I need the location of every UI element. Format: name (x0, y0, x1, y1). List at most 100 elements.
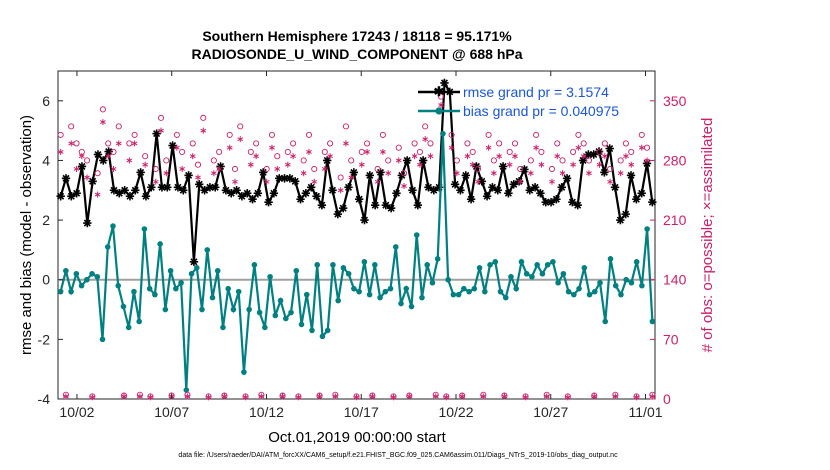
obs-assimilated-point (454, 170, 460, 177)
obs-assimilated-point (121, 393, 127, 400)
bias-point (576, 285, 582, 292)
rmse-point (408, 186, 417, 195)
obs-assimilated-point (353, 394, 360, 401)
bias-point (529, 273, 535, 280)
obs-assimilated-point (306, 148, 312, 155)
obs-assimilated-stroke (475, 179, 481, 184)
rmse-point (322, 156, 332, 165)
obs-assimilated-stroke (332, 394, 339, 399)
obs-assimilated-point (258, 393, 265, 400)
x-tick-label: 10/02 (59, 404, 94, 420)
bias-point (440, 130, 446, 137)
bias-point (466, 288, 472, 295)
obs-assimilated-stroke (131, 141, 138, 146)
obs-assimilated-stroke (533, 145, 539, 150)
rmse-point (248, 195, 257, 204)
obs-assimilated-point (617, 170, 624, 177)
bias-point (492, 259, 499, 265)
obs-assimilated-stroke (63, 394, 69, 399)
rmse-point-stroke (627, 171, 635, 179)
obs-possible-point (342, 123, 349, 130)
bias-point (57, 288, 64, 295)
obs-assimilated-point (89, 394, 96, 401)
bias-point (633, 259, 640, 265)
rmse-point-stroke (355, 195, 363, 203)
obs-assimilated-point (575, 144, 582, 151)
rmse-point (333, 209, 343, 219)
bias-point (560, 270, 567, 277)
obs-assimilated-stroke (226, 145, 233, 150)
obs-assimilated-stroke (121, 394, 127, 399)
rmse-point (269, 189, 279, 198)
obs-possible-point (73, 140, 80, 147)
bias-point (262, 324, 268, 331)
rmse-point-stroke (611, 183, 619, 191)
obs-possible-point (617, 157, 624, 164)
rmse-line (59, 79, 654, 262)
obs-assimilated-point (417, 161, 423, 168)
rmse-point-stroke (57, 192, 65, 200)
bias-point (256, 309, 263, 316)
bias-point (84, 276, 90, 283)
rmse-point-stroke (360, 216, 369, 224)
rmse-point (141, 192, 151, 201)
bias-point (293, 267, 300, 274)
bias-point (324, 327, 331, 334)
bias-point (455, 291, 462, 298)
obs-possible-point (422, 123, 429, 130)
rmse-point-stroke (632, 195, 640, 203)
rmse-point-stroke (105, 147, 113, 156)
obs-assimilated-point (189, 153, 196, 160)
obs-assimilated-point (290, 153, 296, 160)
rmse-point (344, 183, 353, 192)
bias-point (571, 291, 577, 298)
rmse-point (157, 183, 167, 192)
rmse-point-stroke (499, 162, 507, 170)
rmse-point (83, 218, 92, 228)
obs-assimilated-stroke (126, 158, 133, 163)
obs-assimilated-point (512, 153, 518, 160)
obs-assimilated-stroke (607, 179, 613, 184)
rmse-point (189, 257, 199, 267)
obs-assimilated-stroke (279, 394, 286, 399)
rmse-point (184, 171, 193, 180)
obs-assimilated-point (411, 153, 418, 160)
obs-possible-point (115, 123, 122, 130)
bias-point (125, 324, 132, 331)
rmse-point-stroke (89, 177, 97, 185)
obs-assimilated-point (448, 144, 455, 151)
rmse-point-stroke (403, 156, 411, 164)
rmse-point-stroke (606, 144, 614, 153)
bias-point (277, 297, 284, 304)
obs-assimilated-stroke (263, 179, 270, 184)
obs-assimilated-stroke (485, 145, 492, 150)
obs-assimilated-point (242, 394, 249, 401)
chart-title-line2: RADIOSONDE_U_WIND_COMPONENT @ 688 hPa (191, 46, 522, 62)
bias-point (497, 288, 504, 295)
obs-assimilated-stroke (258, 394, 265, 399)
rmse-point-stroke (590, 150, 598, 159)
bias-point (502, 294, 509, 301)
obs-assimilated-point (506, 161, 513, 168)
rmse-point-stroke (552, 195, 560, 203)
rmse-point (131, 186, 140, 195)
obs-assimilated-point (401, 183, 407, 190)
obs-assimilated-stroke (73, 167, 80, 171)
obs-possible-point (189, 140, 196, 147)
obs-assimilated-point (147, 394, 154, 401)
bias-point (73, 270, 80, 277)
obs-assimilated-stroke (591, 394, 598, 399)
bias-point (398, 300, 404, 307)
bias-point (157, 241, 163, 247)
rmse-point (179, 186, 188, 195)
rmse-point-stroke (467, 195, 475, 203)
obs-assimilated-stroke (300, 171, 307, 176)
bias-point (94, 273, 101, 280)
bias-point (581, 265, 588, 271)
obs-assimilated-point (94, 191, 101, 198)
rmse-point (621, 209, 630, 219)
rmse-point (232, 186, 241, 195)
obs-possible-point (327, 140, 334, 147)
obs-assimilated-point (327, 153, 333, 160)
